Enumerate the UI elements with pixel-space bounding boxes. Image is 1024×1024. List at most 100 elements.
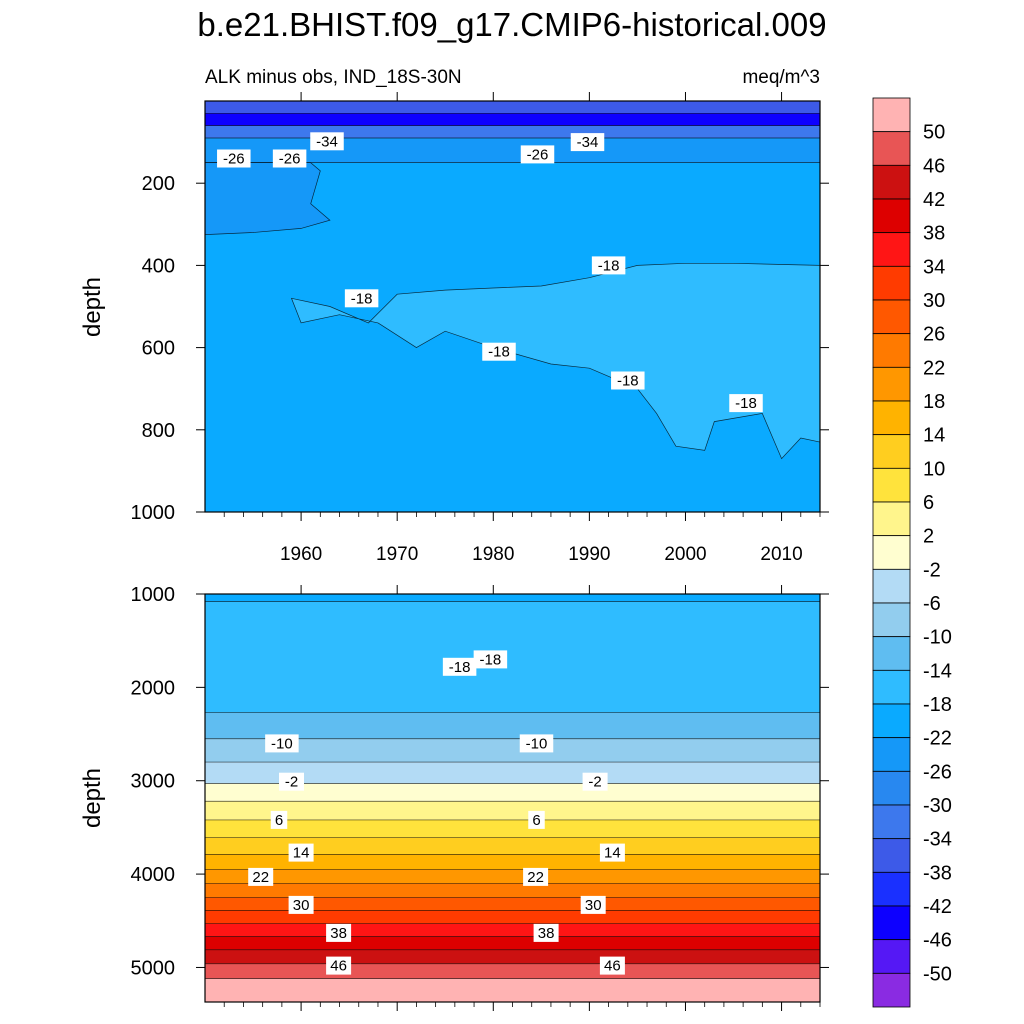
colorbar-label: -18 (923, 694, 952, 716)
svg-text:-2: -2 (588, 774, 601, 791)
lower-contour-labels: -18 -18 -10 -10 -2 -2 6 6 14 14 22 22 30 30 38 38 46 46 (248, 650, 625, 975)
lower-band (205, 869, 820, 884)
lower-contour-label: 14 (288, 843, 314, 862)
lower-band (205, 801, 820, 820)
svg-text:6: 6 (275, 812, 283, 829)
lower-contour-label: -10 (265, 734, 299, 753)
colorbar-label: -10 (923, 627, 952, 649)
colorbar-label: 30 (923, 290, 945, 312)
upper-y-tick-label: 200 (142, 173, 175, 195)
colorbar-label: 50 (923, 122, 945, 144)
colorbar-swatch (872, 131, 911, 166)
colorbar-label: -38 (923, 862, 952, 884)
colorbar-label: 10 (923, 458, 945, 480)
svg-text:-10: -10 (271, 735, 293, 752)
colorbar-swatch (872, 299, 911, 335)
lower-contour-label: -2 (582, 772, 608, 791)
upper-band (205, 101, 820, 114)
x-tick-label: 2010 (760, 544, 802, 565)
lower-y-tick-label: 4000 (131, 864, 176, 886)
lower-band (205, 936, 820, 950)
upper-contour-label: -26 (217, 149, 251, 168)
colorbar-label: -50 (923, 963, 952, 985)
colorbar-label: 34 (923, 256, 945, 278)
svg-text:-18: -18 (735, 395, 757, 412)
colorbar-swatch (872, 669, 911, 705)
colorbar-swatch (872, 602, 911, 638)
upper-axis-ticks: 1960 1970 1980 1990 2000 2010 200 400 600 800 1000 (131, 92, 829, 565)
svg-text:6: 6 (532, 812, 540, 829)
lower-y-tick-label: 2000 (131, 677, 176, 699)
lower-contour-label: -18 (473, 650, 508, 669)
lower-contour-label: 6 (270, 810, 288, 829)
svg-text:46: 46 (330, 958, 347, 975)
svg-text:22: 22 (252, 869, 269, 886)
svg-text:-18: -18 (351, 290, 373, 307)
colorbar-swatch (872, 333, 911, 368)
svg-text:22: 22 (527, 869, 544, 886)
upper-contour-label: -18 (611, 371, 645, 390)
upper-left-label: ALK minus obs, IND_18S-30N (205, 67, 462, 88)
svg-text:-18: -18 (617, 373, 639, 390)
svg-text:-34: -34 (577, 134, 599, 151)
lower-band (205, 923, 820, 937)
lower-contour-label: 46 (326, 956, 352, 975)
upper-y-tick-label: 800 (142, 420, 175, 442)
lower-band (205, 819, 820, 838)
upper-contour-label: -34 (570, 133, 605, 152)
figure-title: b.e21.BHIST.f09_g17.CMIP6-historical.009 (197, 6, 826, 43)
colorbar-swatch (872, 366, 911, 402)
lower-contour-label: 22 (248, 867, 274, 886)
lower-contour-label: 30 (580, 895, 606, 914)
colorbar-swatch (872, 164, 911, 200)
colorbar-swatch (872, 838, 911, 873)
upper-y-tick-label: 400 (142, 255, 175, 277)
colorbar-label: 14 (923, 425, 945, 447)
svg-text:-18: -18 (598, 257, 620, 274)
colorbar-swatch (872, 400, 911, 436)
lower-band (205, 978, 820, 1002)
lower-contour-label: 14 (599, 843, 625, 862)
lower-y-tick-label: 5000 (131, 957, 176, 979)
lower-contour-fill (205, 594, 820, 1002)
upper-units-label: meq/m^3 (742, 67, 820, 88)
colorbar-label: -46 (923, 930, 952, 952)
lower-contour-label: 46 (599, 956, 625, 975)
upper-contour-label: -18 (591, 256, 626, 275)
colorbar-swatch (872, 232, 911, 267)
lower-band (205, 837, 820, 855)
svg-text:14: 14 (604, 845, 621, 862)
lower-band (205, 738, 820, 763)
svg-text:46: 46 (604, 958, 621, 975)
colorbar-label: -34 (923, 829, 952, 851)
lower-contour-label: 22 (523, 867, 549, 886)
lower-contour-label: -2 (279, 772, 304, 791)
colorbar-label: 38 (923, 223, 945, 245)
colorbar-swatch (872, 972, 911, 1008)
colorbar-swatch (872, 97, 911, 133)
upper-panel: 1960 1970 1980 1990 2000 2010 200 400 600 800 1000… (79, 67, 829, 565)
svg-text:30: 30 (293, 897, 310, 914)
upper-minus18-region (290, 262, 821, 460)
lower-band (205, 783, 820, 802)
upper-contour-label: -34 (310, 132, 344, 151)
upper-band (205, 113, 820, 126)
colorbar-swatch (872, 467, 911, 503)
upper-band (205, 125, 820, 138)
svg-text:30: 30 (585, 897, 602, 914)
colorbar-swatch (872, 636, 911, 671)
lower-axis-ticks: 1000 2000 3000 4000 5000 (131, 584, 829, 1011)
lower-y-axis-label: depth (79, 768, 106, 828)
x-tick-label: 2000 (664, 544, 706, 565)
upper-contour-label: -18 (482, 342, 516, 361)
upper-contour-label: -18 (729, 394, 763, 413)
lower-band (205, 854, 820, 870)
upper-contour-lines (205, 112, 820, 163)
upper-y-axis-label: depth (79, 277, 106, 337)
svg-text:-26: -26 (527, 146, 549, 163)
upper-y-tick-label: 1000 (131, 502, 176, 524)
colorbar-label: -26 (923, 761, 952, 783)
svg-text:-34: -34 (316, 133, 338, 150)
lower-contour-label: -10 (519, 734, 554, 753)
